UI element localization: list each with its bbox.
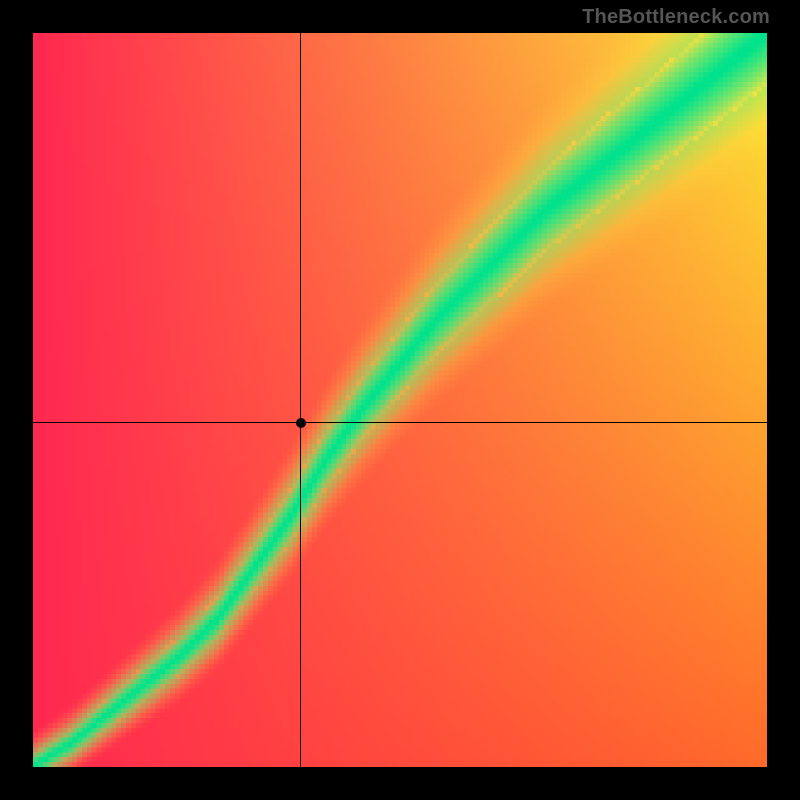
crosshair-horizontal <box>33 422 767 423</box>
heatmap-plot <box>33 33 767 767</box>
heatmap-canvas <box>33 33 767 767</box>
crosshair-vertical <box>300 33 301 767</box>
watermark-text: TheBottleneck.com <box>582 6 770 29</box>
crosshair-marker <box>296 418 306 428</box>
chart-container: TheBottleneck.com <box>0 0 800 800</box>
